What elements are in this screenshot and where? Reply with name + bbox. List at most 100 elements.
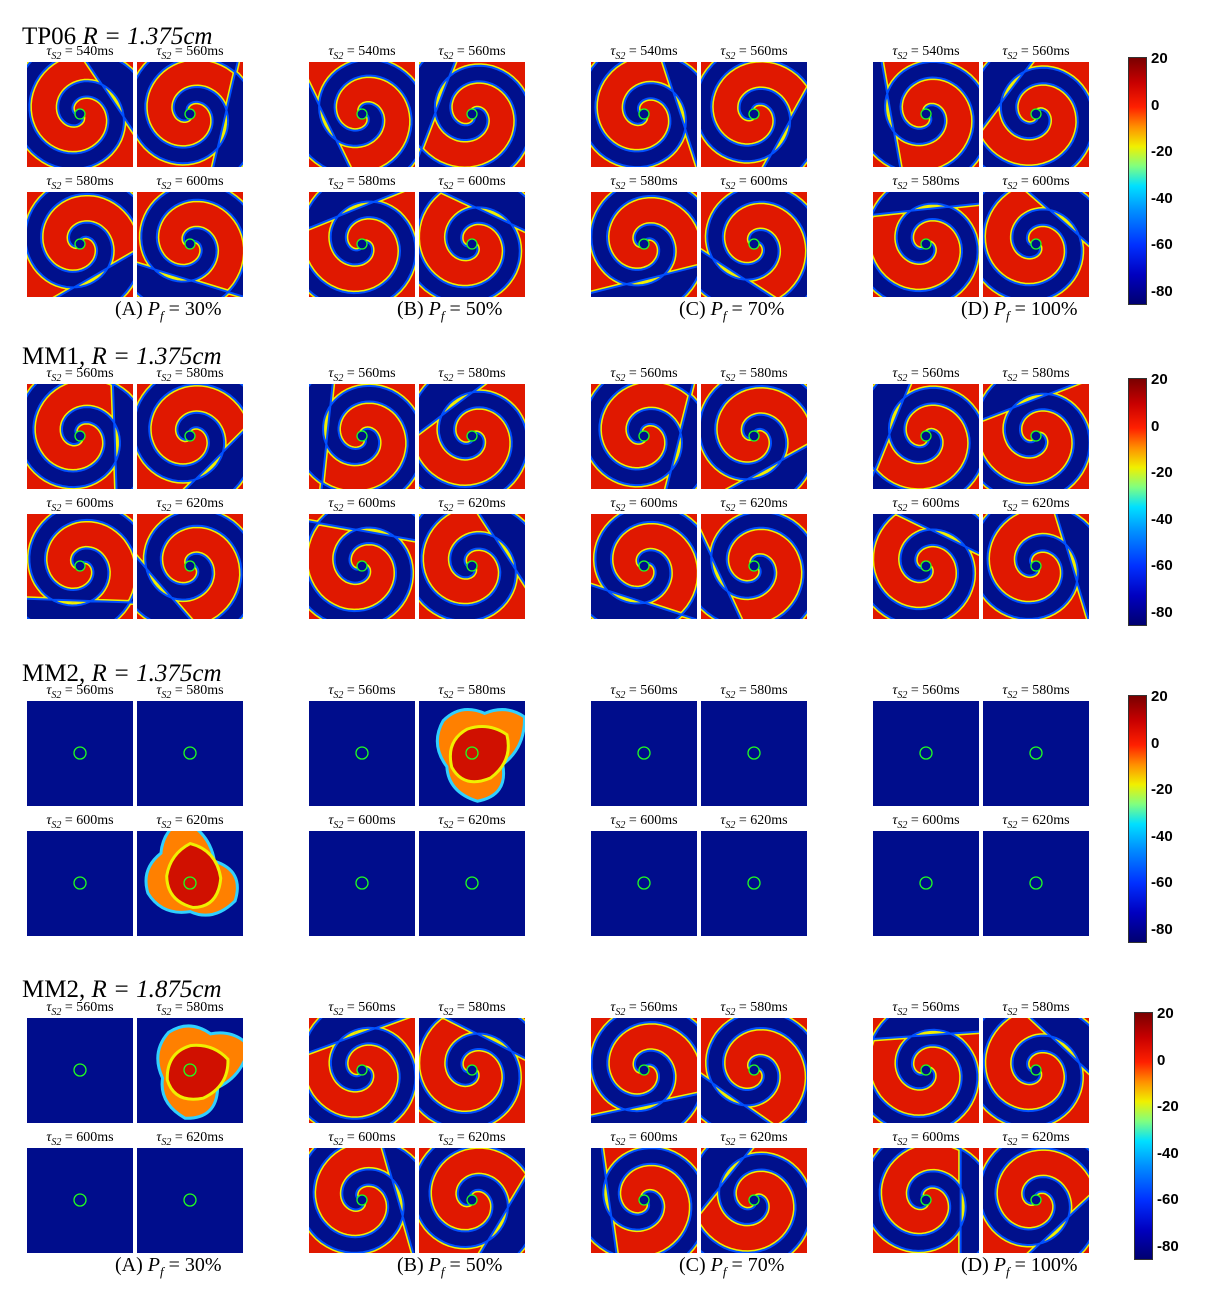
colorbar-tick: 0 [1151, 96, 1160, 114]
tau-value: 580ms [1032, 1000, 1070, 1015]
panel-spiral [309, 192, 415, 297]
caption-value: 70% [747, 298, 785, 320]
tau-subscript: S2 [1007, 180, 1018, 192]
panel-spiral [309, 1148, 415, 1253]
simulation-panel [27, 831, 133, 936]
panel-blank [873, 831, 979, 936]
colorbar-tick: 20 [1157, 1005, 1174, 1022]
simulation-panel [873, 701, 979, 806]
tau-symbol: τ [610, 1000, 616, 1015]
panel-blank [27, 701, 133, 806]
tau-subscript: S2 [1007, 689, 1018, 701]
panel-spiral [983, 514, 1089, 619]
simulation-panel [419, 701, 525, 806]
tau-label: τS2 = 560ms [720, 44, 788, 62]
tau-value: 600ms [922, 813, 960, 828]
tau-value: 560ms [922, 683, 960, 698]
panel-spiral [27, 192, 133, 297]
tau-label: τS2 = 560ms [610, 366, 678, 384]
tau-symbol: τ [328, 174, 334, 189]
panel-chaos [137, 1018, 243, 1123]
tau-label: τS2 = 580ms [1002, 683, 1070, 701]
tau-label: τS2 = 620ms [720, 496, 788, 514]
tau-subscript: S2 [615, 1006, 626, 1018]
tau-subscript: S2 [333, 502, 344, 514]
tau-label: τS2 = 600ms [46, 496, 114, 514]
tau-symbol: τ [720, 1130, 726, 1145]
colorbar-gradient [1128, 695, 1147, 943]
panel-spiral [983, 192, 1089, 297]
simulation-panel [309, 62, 415, 167]
colorbar-tick: -60 [1151, 557, 1173, 574]
simulation-panel [419, 1018, 525, 1123]
tau-label: τS2 = 600ms [1002, 174, 1070, 192]
simulation-panel [419, 384, 525, 489]
caption-symbol: P [993, 1254, 1006, 1276]
tau-value: 560ms [358, 1000, 396, 1015]
panel-blank [701, 701, 807, 806]
group-caption: (D) Pf = 100% [961, 298, 1078, 323]
tau-subscript: S2 [161, 372, 172, 384]
tau-value: 600ms [76, 1130, 114, 1145]
tau-value: 540ms [922, 44, 960, 59]
tau-label: τS2 = 620ms [720, 813, 788, 831]
tau-subscript: S2 [725, 502, 736, 514]
simulation-panel [701, 514, 807, 619]
simulation-panel [27, 1018, 133, 1123]
panel-spiral [701, 192, 807, 297]
tau-symbol: τ [720, 44, 726, 59]
tau-symbol: τ [156, 683, 162, 698]
tau-label: τS2 = 540ms [46, 44, 114, 62]
tau-label: τS2 = 580ms [156, 683, 224, 701]
tau-symbol: τ [328, 366, 334, 381]
panel-spiral [137, 192, 243, 297]
tau-label: τS2 = 580ms [156, 1000, 224, 1018]
simulation-panel [701, 384, 807, 489]
colorbar: 20 0 -20 -40 -60 -80 [1128, 689, 1173, 943]
panel-spiral [137, 384, 243, 489]
tau-label: τS2 = 560ms [46, 366, 114, 384]
colorbar-tick: -40 [1151, 189, 1173, 207]
tau-symbol: τ [610, 496, 616, 511]
tau-value: 600ms [640, 496, 678, 511]
tau-subscript: S2 [161, 180, 172, 192]
tau-subscript: S2 [1007, 502, 1018, 514]
tau-symbol: τ [1002, 366, 1008, 381]
row-title: MM2, R = 1.375cm [22, 659, 222, 689]
panel-spiral [309, 384, 415, 489]
tau-label: τS2 = 560ms [156, 44, 224, 62]
tau-label: τS2 = 600ms [720, 174, 788, 192]
group-caption: (B) Pf = 50% [397, 298, 503, 323]
simulation-panel [309, 831, 415, 936]
panel-spiral [983, 1018, 1089, 1123]
simulation-panel [137, 514, 243, 619]
tau-symbol: τ [892, 174, 898, 189]
tau-label: τS2 = 560ms [610, 1000, 678, 1018]
panel-spiral [309, 62, 415, 167]
caption-letter: (C) [679, 1254, 706, 1276]
caption-symbol: P [428, 298, 441, 320]
tau-label: τS2 = 580ms [438, 683, 506, 701]
panel-chaos [419, 701, 525, 806]
tau-value: 560ms [750, 44, 788, 59]
panel-spiral [701, 62, 807, 167]
tau-subscript: S2 [615, 502, 626, 514]
tau-value: 580ms [640, 174, 678, 189]
simulation-panel [27, 62, 133, 167]
simulation-panel [873, 1018, 979, 1123]
panel-spiral [27, 384, 133, 489]
tau-value: 620ms [750, 1130, 788, 1145]
tau-symbol: τ [720, 496, 726, 511]
group-caption: (C) Pf = 70% [679, 298, 785, 323]
simulation-panel [701, 1148, 807, 1253]
tau-label: τS2 = 560ms [892, 366, 960, 384]
tau-value: 600ms [358, 496, 396, 511]
panel-spiral [983, 62, 1089, 167]
simulation-panel [309, 701, 415, 806]
tau-value: 600ms [358, 1130, 396, 1145]
tau-subscript: S2 [615, 1136, 626, 1148]
tau-label: τS2 = 560ms [46, 683, 114, 701]
caption-subscript: f [159, 308, 164, 323]
tau-label: τS2 = 600ms [328, 496, 396, 514]
tau-subscript: S2 [161, 819, 172, 831]
